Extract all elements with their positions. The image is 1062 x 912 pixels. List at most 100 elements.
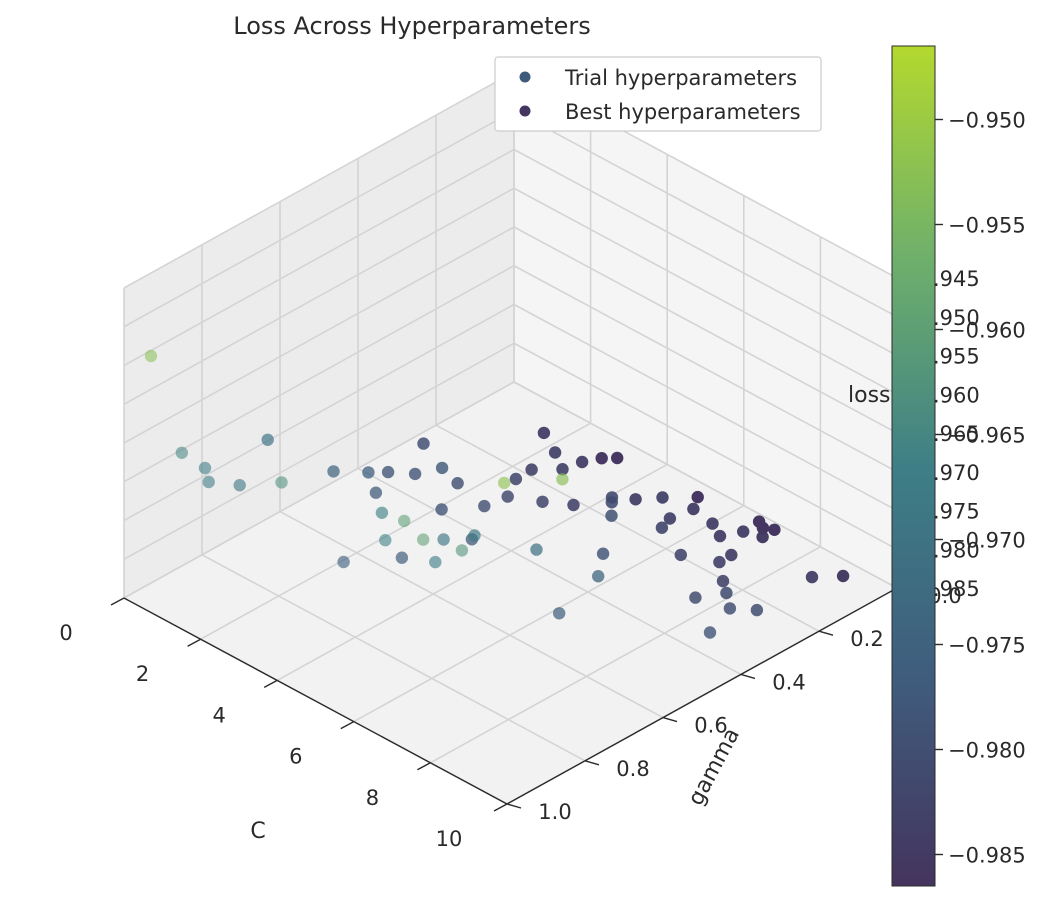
- x-tick-label: 6: [289, 745, 302, 769]
- trial-point: [548, 446, 562, 459]
- trial-point: [455, 544, 469, 557]
- colorbar-tick-label: −0.980: [948, 739, 1026, 763]
- x-tick-mark: [110, 597, 125, 606]
- trial-point: [706, 517, 719, 530]
- trial-point: [713, 529, 727, 543]
- y-tick-label: 0.6: [694, 714, 727, 738]
- x-axis-label: C: [250, 819, 265, 844]
- trial-point: [381, 465, 395, 479]
- trial-point: [605, 491, 619, 504]
- grid-line-z: [123, 110, 515, 328]
- trial-point: [713, 555, 726, 569]
- trial-point: [417, 533, 430, 546]
- x-tick-mark: [263, 679, 278, 689]
- grid-line-z: [123, 187, 515, 405]
- legend-marker-best: [519, 105, 531, 117]
- colorbar-tick-label: −0.960: [948, 319, 1026, 343]
- trial-point: [362, 466, 375, 479]
- x-tick-mark: [417, 762, 431, 771]
- trial-point: [805, 570, 819, 584]
- grid-line-z: [123, 342, 515, 560]
- trial-point: [437, 533, 450, 546]
- x-tick-mark: [340, 720, 355, 730]
- trial-point: [468, 529, 481, 542]
- grid-line-z: [513, 342, 898, 550]
- legend-label-best: Best hyperparameters: [565, 100, 801, 124]
- x-tick-mark: [493, 803, 508, 812]
- grid-line-z: [123, 71, 515, 289]
- trial-point: [233, 479, 246, 492]
- trial-point: [756, 530, 769, 544]
- floor-pane: [124, 382, 897, 804]
- trial-point: [655, 521, 669, 534]
- legend-frame: [494, 56, 822, 132]
- grid-line-z: [123, 226, 515, 444]
- best-point: [756, 521, 770, 535]
- y-tick-mark: [506, 803, 522, 809]
- trial-point: [703, 626, 717, 639]
- grid-line-z: [513, 303, 898, 512]
- trial-point: [275, 476, 288, 489]
- data-points: [144, 349, 850, 639]
- legend: Trial hyperparameters Best hyperparamete…: [494, 56, 822, 132]
- colorbar-tick-label: −0.955: [948, 214, 1026, 238]
- trial-point: [750, 603, 764, 617]
- grid-line-y: [435, 424, 820, 632]
- y-tick-label: 0.2: [850, 627, 883, 651]
- trial-point: [592, 570, 605, 583]
- x-tick-mark: [187, 638, 201, 647]
- x-tick-label: 2: [136, 662, 149, 686]
- trial-point: [509, 472, 523, 486]
- colorbar-tick-label: −0.970: [948, 529, 1026, 553]
- x-axis-line: [123, 597, 508, 805]
- y-tick-label: 1.0: [538, 800, 571, 824]
- trial-point: [435, 461, 449, 475]
- y-axis-line: [506, 587, 898, 805]
- trial-point: [720, 586, 733, 600]
- trial-point: [575, 455, 589, 469]
- colorbar-tick-label: −0.985: [948, 844, 1026, 868]
- best-point: [595, 452, 608, 465]
- y-tick-label: 0.8: [616, 757, 649, 781]
- trial-point: [536, 495, 549, 508]
- grid-line-z: [123, 148, 515, 367]
- trial-point: [478, 499, 491, 513]
- trial-point: [553, 607, 566, 620]
- grid-line-z: [513, 265, 898, 473]
- y-tick-mark: [740, 673, 756, 680]
- trial-point: [687, 502, 700, 516]
- grid-line-y: [279, 510, 664, 719]
- chart-title: Loss Across Hyperparameters: [233, 12, 590, 40]
- trial-point: [629, 493, 642, 506]
- trial-point: [663, 512, 677, 525]
- trial-point: [537, 426, 551, 440]
- grid-line-x: [430, 546, 821, 764]
- trial-point: [369, 486, 383, 499]
- trial-point: [689, 591, 702, 604]
- trial-point: [605, 509, 618, 522]
- colorbar-gradient: [891, 45, 936, 887]
- trial-point: [596, 547, 610, 560]
- x-tick-label: 8: [366, 786, 379, 810]
- grid-line-y: [201, 554, 586, 762]
- x-tick-label: 4: [213, 703, 226, 727]
- colorbar-tick-label: −0.965: [948, 424, 1026, 448]
- trial-point: [530, 543, 543, 556]
- x-tick-label: 10: [436, 827, 463, 851]
- trial-point: [144, 349, 158, 363]
- trial-point: [261, 433, 274, 446]
- trial-point: [451, 477, 464, 490]
- legend-label-trial: Trial hyperparameters: [564, 66, 797, 90]
- trial-point: [556, 463, 569, 476]
- colorbar-tick-label: −0.975: [948, 634, 1026, 658]
- grid-line-z: [123, 303, 515, 522]
- trial-point: [498, 476, 511, 490]
- trial-point: [408, 467, 422, 481]
- trial-point: [395, 551, 409, 564]
- best-point: [611, 451, 624, 465]
- colorbar-ticks: −0.950 −0.955 −0.960 −0.965 −0.970 −0.975 −0.9…: [935, 109, 1026, 868]
- trial-point: [429, 555, 442, 569]
- z-axis-label: loss: [848, 383, 891, 408]
- trial-point: [375, 506, 389, 519]
